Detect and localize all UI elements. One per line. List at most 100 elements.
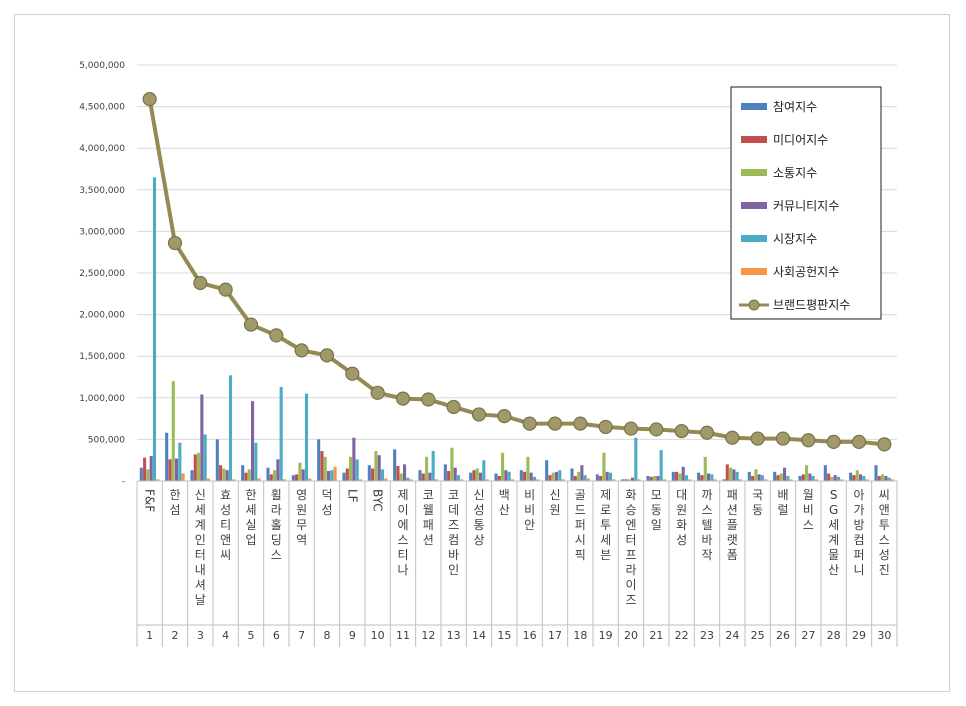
line-marker-28 xyxy=(826,434,841,449)
x-category-label-char: 방 xyxy=(853,518,864,532)
x-rank-label: 1 xyxy=(146,629,153,642)
x-category-label-char: 일 xyxy=(651,518,662,532)
bar-28-4 xyxy=(833,475,837,481)
x-category-label-char: 랫 xyxy=(727,533,738,547)
bar-10-6 xyxy=(384,478,388,481)
bar-6-5 xyxy=(279,386,283,481)
bar-27-2 xyxy=(801,474,805,481)
x-category-label-char: 바 xyxy=(448,548,459,562)
x-category-label-char: 까 xyxy=(701,488,712,502)
bar-16-2 xyxy=(523,471,527,481)
bar-20-5 xyxy=(634,437,638,481)
bar-19-1 xyxy=(595,474,599,481)
x-category-label-char: 내 xyxy=(195,563,206,577)
x-category-label-char: 신 xyxy=(549,488,560,502)
line-marker-24 xyxy=(725,430,740,445)
bar-18-1 xyxy=(570,468,574,481)
x-rank-label: 2 xyxy=(172,629,179,642)
bar-2-3 xyxy=(171,381,175,481)
bar-5-5 xyxy=(254,442,258,481)
bar-30-6 xyxy=(890,479,895,481)
bar-3-1 xyxy=(190,470,194,481)
x-category-label-char: 작 xyxy=(701,548,712,562)
x-category-label-char: 성 xyxy=(321,503,332,517)
y-tick-label: 3,000,000 xyxy=(79,227,125,237)
bar-24-1 xyxy=(722,479,726,481)
line-marker-23 xyxy=(699,425,715,440)
bar-12-3 xyxy=(425,456,429,481)
bar-14-1 xyxy=(469,472,473,481)
bar-11-4 xyxy=(403,464,407,481)
bar-13-4 xyxy=(453,467,457,481)
x-category-label-char: 성 xyxy=(879,548,890,562)
x-category-label-char: 업 xyxy=(245,533,256,547)
x-rank-label: 4 xyxy=(222,629,229,642)
line-marker-17 xyxy=(547,416,563,431)
bar-16-5 xyxy=(532,476,537,481)
bar-26-6 xyxy=(789,479,793,481)
bar-5-2 xyxy=(244,472,248,481)
line-marker-19 xyxy=(598,419,613,435)
x-category-label-char: 텔 xyxy=(701,518,712,532)
x-category-label-char: 화 xyxy=(676,518,687,532)
x-category-label-char: 티 xyxy=(220,518,231,532)
bar-2-2 xyxy=(168,459,172,481)
x-category-label-char: 시 xyxy=(575,533,586,547)
bar-2-6 xyxy=(181,473,185,481)
bar-2-1 xyxy=(165,432,169,481)
x-category-label-char: 븐 xyxy=(600,548,611,562)
bar-30-3 xyxy=(881,474,885,481)
bar-3-4 xyxy=(200,394,204,481)
x-category-label-char: 세 xyxy=(828,518,839,532)
line-marker-13 xyxy=(446,399,461,415)
x-rank-label: 12 xyxy=(421,629,435,642)
bar-14-2 xyxy=(472,470,476,481)
x-category-label-char: 대 xyxy=(676,488,687,502)
line-marker-9 xyxy=(345,366,360,381)
bar-11-3 xyxy=(399,473,403,481)
x-category-label-char: S xyxy=(830,488,838,502)
x-category-label-char: 동 xyxy=(651,503,662,517)
line-series xyxy=(142,92,892,452)
x-rank-label: 11 xyxy=(396,629,410,642)
line-marker-10 xyxy=(370,385,385,400)
bar-17-1 xyxy=(545,460,549,481)
bar-16-1 xyxy=(519,470,523,481)
bar-12-5 xyxy=(431,451,435,481)
line-marker-1 xyxy=(142,92,157,107)
x-rank-label: 20 xyxy=(624,629,638,642)
x-category-label-char: 딩 xyxy=(271,533,282,547)
legend-label: 커뮤니티지수 xyxy=(773,199,839,213)
bar-5-3 xyxy=(247,469,251,481)
line-marker-29 xyxy=(851,434,867,449)
bar-24-2 xyxy=(725,464,729,481)
x-rank-label: 6 xyxy=(273,629,280,642)
x-category-label-char: 역 xyxy=(296,533,307,547)
bar-10-1 xyxy=(367,465,371,481)
x-category-label: BYC xyxy=(371,489,385,512)
x-category-label-char: 진 xyxy=(879,563,890,577)
bar-22-4 xyxy=(681,466,685,481)
bar-14-4 xyxy=(479,472,483,481)
line-marker-5 xyxy=(243,317,259,332)
x-category-label-char: 성 xyxy=(220,503,231,517)
x-category-label-char: 플 xyxy=(727,518,738,532)
bar-26-1 xyxy=(773,471,777,481)
bar-2-4 xyxy=(175,458,179,481)
x-category-label-char: 인 xyxy=(195,533,206,547)
bar-3-5 xyxy=(203,434,207,481)
bar-29-3 xyxy=(855,470,859,481)
x-category-label-char: 패 xyxy=(727,488,738,502)
bar-1-4 xyxy=(149,456,153,481)
bar-11-5 xyxy=(406,477,410,481)
x-rank-label: 15 xyxy=(497,629,511,642)
x-category-label-char: 백 xyxy=(499,488,510,502)
x-category-label-char: 픽 xyxy=(575,548,586,562)
bar-26-4 xyxy=(783,467,787,481)
x-category-label-char: 통 xyxy=(473,518,484,532)
x-rank-label: 13 xyxy=(447,629,461,642)
brand-reputation-chart: - 500,000 1,000,000 1,500,000 2,000,000 2,500… xyxy=(79,61,898,647)
bar-1-6 xyxy=(156,479,160,481)
bar-3-3 xyxy=(197,452,201,481)
x-category-label-char: 비 xyxy=(803,503,814,517)
